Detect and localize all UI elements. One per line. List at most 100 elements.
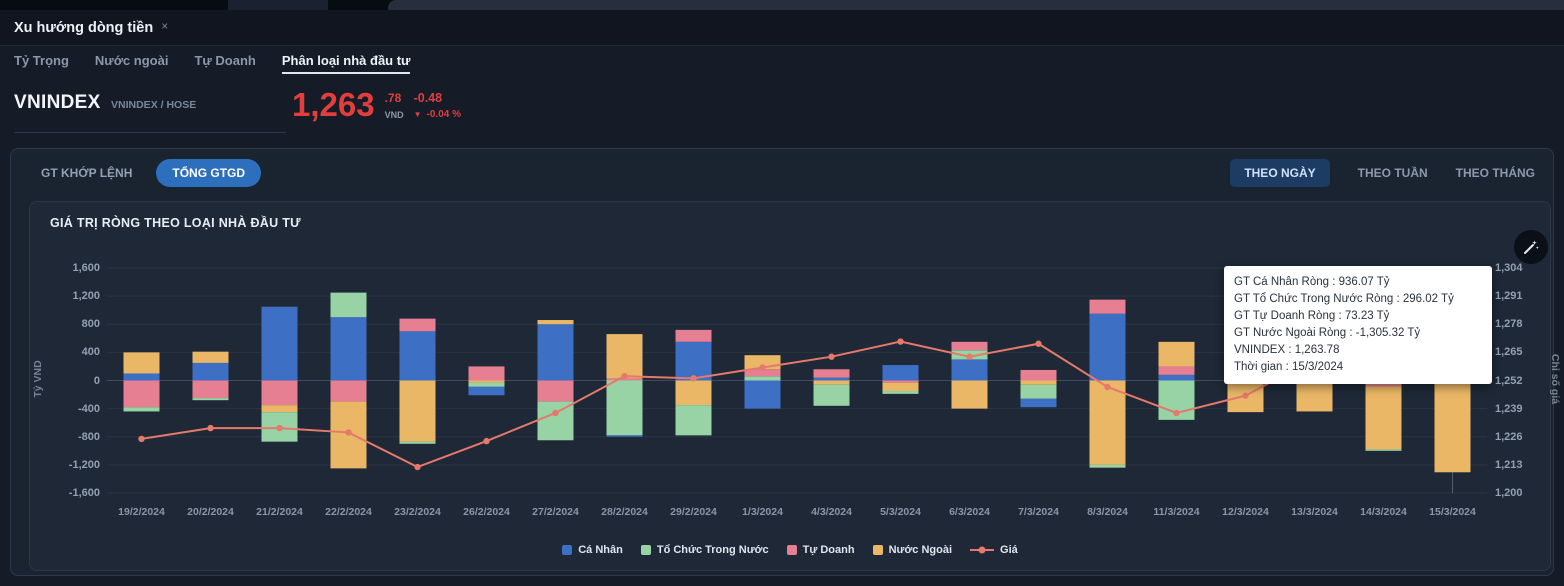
- bar-segment[interactable]: [1158, 374, 1195, 381]
- bar-segment[interactable]: [123, 373, 160, 381]
- nav-item-nuoc-ngoai[interactable]: Nước ngoài: [94, 52, 169, 68]
- bar-segment[interactable]: [330, 317, 367, 381]
- x-axis-label: 12/3/2024: [1222, 506, 1269, 518]
- symbol-block[interactable]: VNINDEX VNINDEX / HOSE: [14, 92, 286, 133]
- bar-segment[interactable]: [744, 380, 781, 409]
- price-dot: [414, 463, 421, 471]
- bar-segment[interactable]: [1158, 341, 1195, 367]
- y-axis-tick-right: 1,226: [1495, 430, 1523, 443]
- legend-swatch: [786, 545, 797, 555]
- legend-item[interactable]: Tự Doanh: [786, 544, 855, 556]
- nav-item-ty-trong[interactable]: Tỷ Trọng: [14, 52, 69, 68]
- bar-segment[interactable]: [1365, 449, 1402, 451]
- bar-segment[interactable]: [1089, 299, 1126, 314]
- bar-segment[interactable]: [606, 334, 643, 379]
- bar-segment[interactable]: [606, 380, 643, 436]
- bar-segment[interactable]: [606, 435, 643, 437]
- bar-segment[interactable]: [537, 401, 574, 441]
- bar-segment[interactable]: [537, 380, 574, 402]
- bar-segment[interactable]: [882, 391, 919, 394]
- x-axis-label: 19/2/2024: [118, 506, 165, 518]
- bar-segment[interactable]: [261, 306, 298, 381]
- btn-gt-khop-lenh[interactable]: GT KHỚP LỆNH: [41, 166, 133, 180]
- price-decimals-column: .78 VND: [385, 88, 404, 122]
- bar-segment[interactable]: [468, 386, 505, 396]
- btn-theo-thang[interactable]: THEO THÁNG: [1455, 166, 1535, 180]
- bar-segment[interactable]: [951, 359, 988, 381]
- bar-segment[interactable]: [1020, 369, 1057, 381]
- bar-segment[interactable]: [1089, 313, 1126, 381]
- legend-item[interactable]: Tổ Chức Trong Nước: [640, 544, 769, 556]
- bar-segment[interactable]: [951, 380, 988, 409]
- bar-segment[interactable]: [192, 351, 229, 363]
- bar-segment[interactable]: [744, 376, 781, 381]
- bar-segment[interactable]: [606, 378, 643, 381]
- bar-segment[interactable]: [192, 380, 229, 399]
- bar-segment[interactable]: [123, 352, 160, 374]
- bar-segment[interactable]: [882, 380, 919, 383]
- close-icon[interactable]: ×: [161, 18, 169, 33]
- symbol-header: VNINDEX VNINDEX / HOSE 1,263 .78 VND -0.…: [0, 84, 1564, 146]
- btn-theo-ngay[interactable]: THEO NGÀY: [1230, 159, 1330, 187]
- bar-segment[interactable]: [1089, 464, 1126, 468]
- bar-segment[interactable]: [813, 380, 850, 385]
- bar-segment[interactable]: [1296, 383, 1333, 412]
- bar-segment[interactable]: [399, 441, 436, 444]
- bar-segment[interactable]: [1158, 366, 1195, 375]
- chart-card: GIÁ TRỊ RÒNG THEO LOẠI NHÀ ĐẦU TƯ Tỷ VND…: [29, 201, 1561, 571]
- bar-segment[interactable]: [468, 366, 505, 381]
- bar-segment[interactable]: [813, 369, 850, 378]
- btn-theo-tuan[interactable]: THEO TUẦN: [1357, 166, 1428, 180]
- bar-segment[interactable]: [123, 380, 160, 408]
- bar-segment[interactable]: [399, 331, 436, 381]
- bar-segment[interactable]: [882, 382, 919, 392]
- price-decimal: .78: [384, 91, 402, 105]
- y-axis-tick-left: -800: [77, 430, 100, 443]
- price-line: [141, 340, 1453, 469]
- bar-segment[interactable]: [1020, 398, 1057, 408]
- bar-segment[interactable]: [468, 382, 505, 387]
- tooltip-line: GT Tổ Chức Trong Nước Ròng : 296.02 Tỷ: [1234, 293, 1454, 305]
- bar-segment[interactable]: [399, 380, 436, 442]
- bar-segment[interactable]: [813, 384, 850, 406]
- chart-toolbar: GT KHỚP LỆNH TỔNG GTGD THEO NGÀY THEO TU…: [11, 149, 1553, 197]
- bar-segment[interactable]: [537, 320, 574, 325]
- bar-segment[interactable]: [675, 380, 712, 406]
- bar-segment[interactable]: [1089, 380, 1126, 465]
- bar-segment[interactable]: [330, 292, 367, 318]
- price-change-column: -0.48 ▼ -0.04 %: [414, 88, 461, 122]
- bar-segment[interactable]: [192, 362, 229, 381]
- tooltip-line: GT Tự Doanh Ròng : 73.23 Tỷ: [1234, 310, 1390, 322]
- bar-segment[interactable]: [1020, 384, 1057, 399]
- price-dot: [966, 353, 973, 360]
- bar-segment[interactable]: [1434, 380, 1471, 473]
- bar-segment[interactable]: [123, 407, 160, 412]
- time-range-buttons: THEO NGÀY THEO TUẦN THEO THÁNG: [1230, 159, 1535, 187]
- bar-segment[interactable]: [261, 380, 298, 406]
- bar-segment[interactable]: [399, 318, 436, 332]
- bar-segment[interactable]: [1020, 380, 1057, 385]
- bar-segment[interactable]: [882, 365, 919, 381]
- bar-segment[interactable]: [744, 369, 781, 377]
- bar-segment[interactable]: [813, 377, 850, 381]
- legend-item[interactable]: Cá Nhân: [562, 544, 623, 556]
- bar-segment[interactable]: [675, 405, 712, 436]
- bar-segment[interactable]: [675, 341, 712, 381]
- bar-segment[interactable]: [951, 341, 988, 351]
- legend-item[interactable]: Giá: [970, 544, 1018, 556]
- nav-item-tu-doanh[interactable]: Tự Doanh: [194, 52, 256, 68]
- bar-segment[interactable]: [1365, 386, 1402, 450]
- bar-segment[interactable]: [537, 324, 574, 381]
- legend-item[interactable]: Nước Ngoài: [872, 544, 952, 556]
- tab-money-flow[interactable]: Xu hướng dòng tiền ×: [14, 20, 168, 36]
- bar-segment[interactable]: [468, 380, 505, 383]
- price-dot: [552, 409, 559, 417]
- bar-segment[interactable]: [261, 405, 298, 413]
- magic-wand-icon[interactable]: [1514, 230, 1548, 264]
- bar-segment[interactable]: [192, 398, 229, 401]
- btn-tong-gtgd[interactable]: TỔNG GTGD: [156, 159, 262, 187]
- bar-segment[interactable]: [330, 380, 367, 402]
- bar-segment[interactable]: [675, 329, 712, 342]
- nav-item-phan-loai-nha-dau-tu[interactable]: Phân loại nhà đầu tư: [281, 53, 411, 74]
- y-axis-tick-right: 1,278: [1495, 318, 1523, 331]
